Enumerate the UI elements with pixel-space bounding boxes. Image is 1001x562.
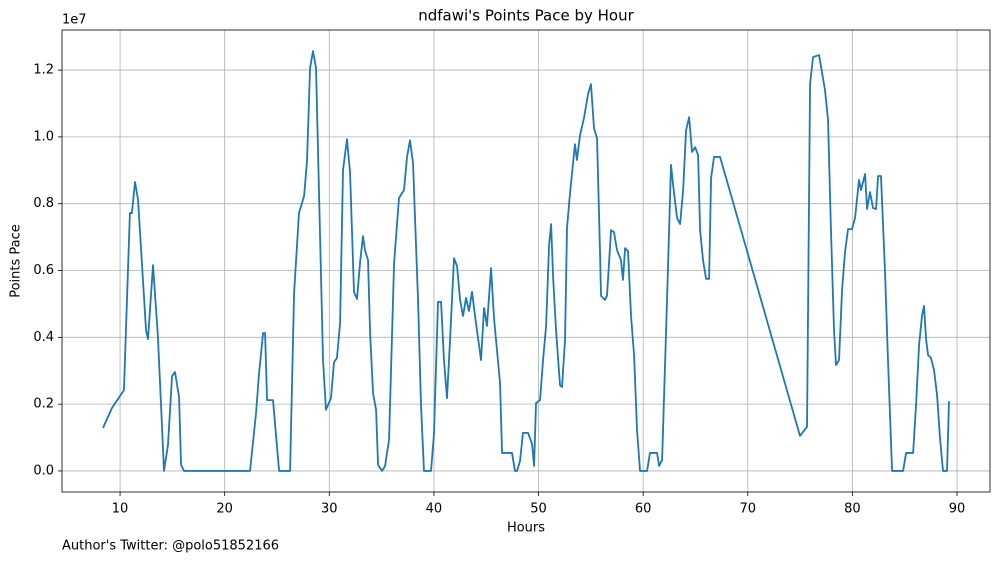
x-tick-label: 80 — [844, 502, 861, 517]
y-tick-label: 1.2 — [33, 63, 54, 78]
plot-frame — [61, 29, 991, 493]
x-tick-label: 40 — [426, 502, 443, 517]
y-tick-label: 1.0 — [33, 129, 54, 144]
y-tick-label: 0.4 — [33, 330, 54, 345]
y-offset-label: 1e7 — [62, 13, 87, 28]
x-tick-label: 50 — [530, 502, 547, 517]
y-tick-label: 0.6 — [33, 263, 54, 278]
data-line — [102, 50, 950, 472]
x-tick-label: 10 — [112, 502, 129, 517]
y-axis-label: Points Pace — [9, 224, 24, 298]
x-tick-label: 90 — [949, 502, 966, 517]
x-tick-label: 30 — [321, 502, 338, 517]
chart-title: ndfawi's Points Pace by Hour — [418, 7, 634, 25]
y-tick-label: 0.8 — [33, 196, 54, 211]
x-tick-label: 20 — [216, 502, 233, 517]
footnote: Author's Twitter: @polo51852166 — [62, 539, 279, 554]
y-tick-label: 0.2 — [33, 397, 54, 412]
x-axis-label: Hours — [507, 521, 545, 536]
x-tick-label: 70 — [740, 502, 757, 517]
x-tick-label: 60 — [635, 502, 652, 517]
y-tick-label: 0.0 — [33, 463, 54, 478]
